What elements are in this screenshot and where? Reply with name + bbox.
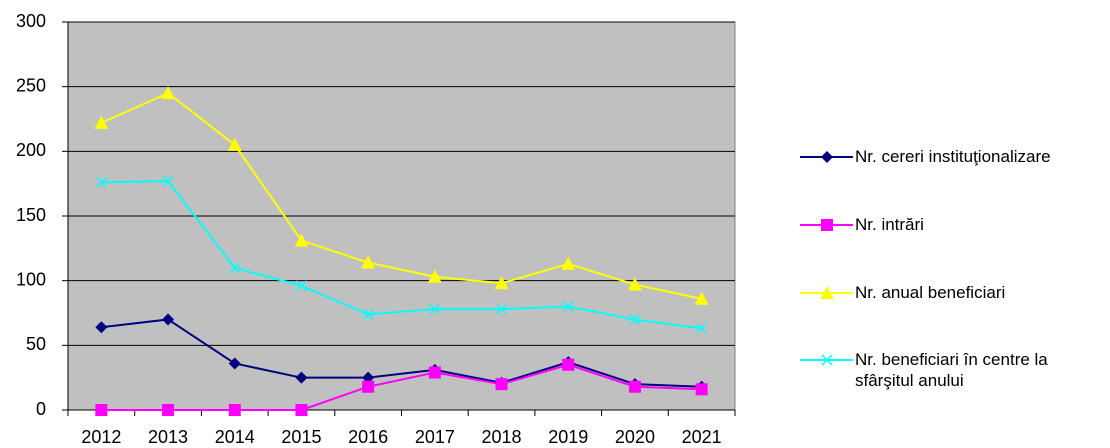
x-tick-label: 2012 — [81, 427, 121, 447]
y-tick-label: 0 — [36, 399, 46, 419]
data-point — [694, 291, 709, 305]
data-point — [629, 313, 641, 325]
legend-entry: Nr. anual beneficiari — [800, 283, 1110, 303]
x-tick-label: 2019 — [548, 427, 588, 447]
legend-entry: Nr. intrări — [800, 215, 1110, 235]
data-point — [428, 366, 441, 379]
legend-label: Nr. cereri instituţionalizare — [855, 147, 1051, 166]
y-tick-label: 250 — [16, 75, 46, 95]
legend-swatch — [800, 286, 853, 299]
data-point — [95, 176, 107, 188]
data-point — [95, 404, 108, 416]
data-point — [562, 301, 574, 313]
legend-entry: Nr. cereri instituţionalizare — [800, 147, 1110, 167]
data-point — [362, 308, 374, 320]
series-line — [101, 363, 702, 411]
x-tick-label: 2018 — [482, 427, 522, 447]
data-point — [294, 233, 309, 247]
series-line — [101, 180, 702, 330]
data-point — [361, 255, 376, 269]
legend-marker — [820, 286, 834, 299]
data-point — [161, 86, 176, 100]
data-point — [495, 378, 508, 391]
data-point — [362, 380, 375, 393]
series-line — [100, 91, 702, 300]
legend: Nr. cereri instituţionalizare Nr. intrări… — [800, 0, 1110, 448]
chart: 0 50 100 150 200 250 300 2012 2013 2014 2015 2016 20… — [16, 11, 736, 447]
legend-marker — [821, 151, 833, 163]
data-point — [162, 313, 175, 326]
x-tick-label: 2017 — [415, 427, 455, 447]
x-tick-label: 2013 — [148, 427, 188, 447]
legend-swatch — [800, 354, 853, 366]
data-point — [295, 371, 308, 384]
legend-marker — [821, 354, 833, 366]
x-tick-label: 2021 — [682, 427, 722, 447]
x-tick-label: 2015 — [281, 427, 321, 447]
data-point — [494, 276, 509, 290]
series-line — [101, 318, 702, 388]
y-tick-label: 300 — [16, 11, 46, 31]
y-tick-label: 150 — [16, 205, 46, 225]
data-point — [627, 277, 642, 291]
x-tick-label: 2020 — [615, 427, 655, 447]
legend-label: Nr. anual beneficiari — [855, 283, 1006, 302]
y-tick-label: 200 — [16, 140, 46, 160]
y-tick-label: 50 — [26, 334, 46, 354]
data-point — [95, 321, 108, 334]
data-point — [362, 371, 375, 384]
data-point — [228, 357, 241, 370]
data-point — [427, 269, 442, 283]
y-tick-label: 100 — [16, 269, 46, 289]
x-tick-label: 2014 — [215, 427, 255, 447]
data-point — [562, 358, 575, 371]
data-point — [228, 404, 241, 416]
data-point — [628, 380, 641, 393]
legend-swatch — [800, 151, 853, 163]
legend-entry: Nr. beneficiari în centre la sfârşitul a… — [800, 350, 1110, 391]
x-tick-label: 2016 — [348, 427, 388, 447]
data-point — [429, 303, 441, 315]
data-point — [229, 262, 241, 274]
legend-label: Nr. intrări — [855, 215, 924, 234]
legend-swatch — [800, 219, 853, 231]
legend-marker — [821, 219, 833, 231]
data-point — [695, 383, 708, 396]
data-point — [561, 256, 576, 270]
data-point — [295, 280, 307, 292]
data-point — [227, 137, 242, 151]
data-point — [696, 322, 708, 335]
data-point — [94, 115, 109, 129]
data-point — [496, 303, 508, 315]
legend-label: Nr. beneficiari în centre la sfârşitul a… — [855, 350, 1048, 390]
data-point — [162, 175, 174, 187]
data-point — [162, 404, 175, 416]
data-point — [295, 404, 308, 416]
